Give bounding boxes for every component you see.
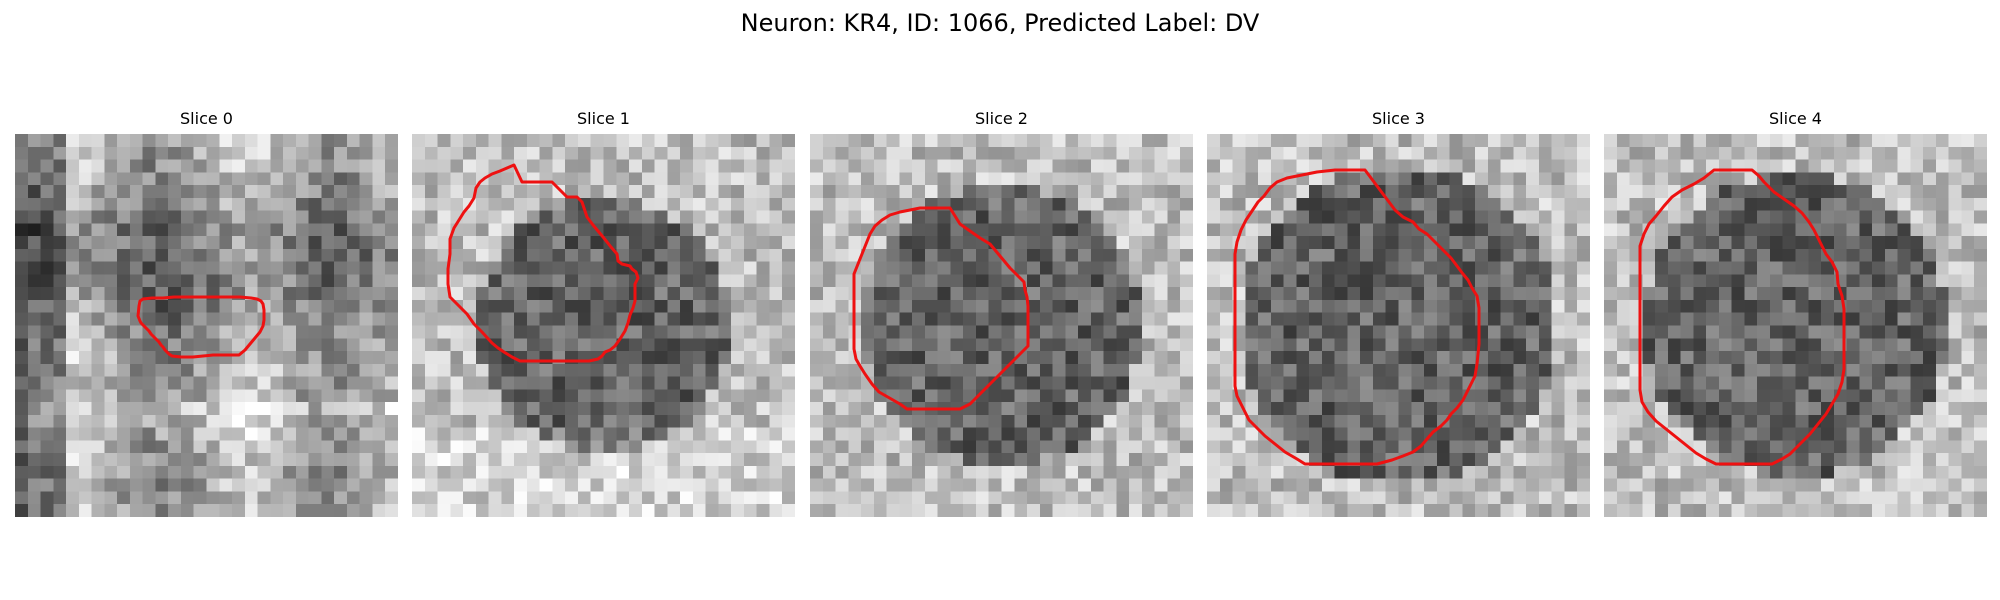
slice-image [15, 134, 398, 517]
slice-image [810, 134, 1193, 517]
slice-panel-1: Slice 1 [412, 108, 795, 517]
roi-contour [1638, 168, 1846, 466]
slice-panel-4: Slice 4 [1604, 108, 1987, 517]
intensity-image [810, 134, 1193, 517]
roi-outline [1638, 168, 1846, 466]
slice-image [412, 134, 795, 517]
slice-image [1604, 134, 1987, 517]
roi-contour [1233, 168, 1481, 466]
roi-contour [852, 206, 1030, 411]
slice-title: Slice 4 [1769, 109, 1822, 128]
slice-panel-0: Slice 0 [15, 108, 398, 517]
slice-image [1207, 134, 1590, 517]
roi-outline [446, 163, 640, 363]
slice-title: Slice 2 [975, 109, 1028, 128]
intensity-image [1604, 134, 1987, 517]
roi-contour [446, 163, 640, 363]
intensity-image [15, 134, 398, 517]
roi-outline [136, 295, 266, 359]
slice-title: Slice 1 [577, 109, 630, 128]
slice-panel-3: Slice 3 [1207, 108, 1590, 517]
slice-title: Slice 3 [1372, 109, 1425, 128]
slice-panel-2: Slice 2 [810, 108, 1193, 517]
slice-title: Slice 0 [180, 109, 233, 128]
figure-title: Neuron: KR4, ID: 1066, Predicted Label: … [740, 9, 1260, 37]
roi-outline [1233, 168, 1481, 466]
intensity-image [1207, 134, 1590, 517]
roi-contour [136, 295, 266, 359]
roi-outline [852, 206, 1030, 411]
